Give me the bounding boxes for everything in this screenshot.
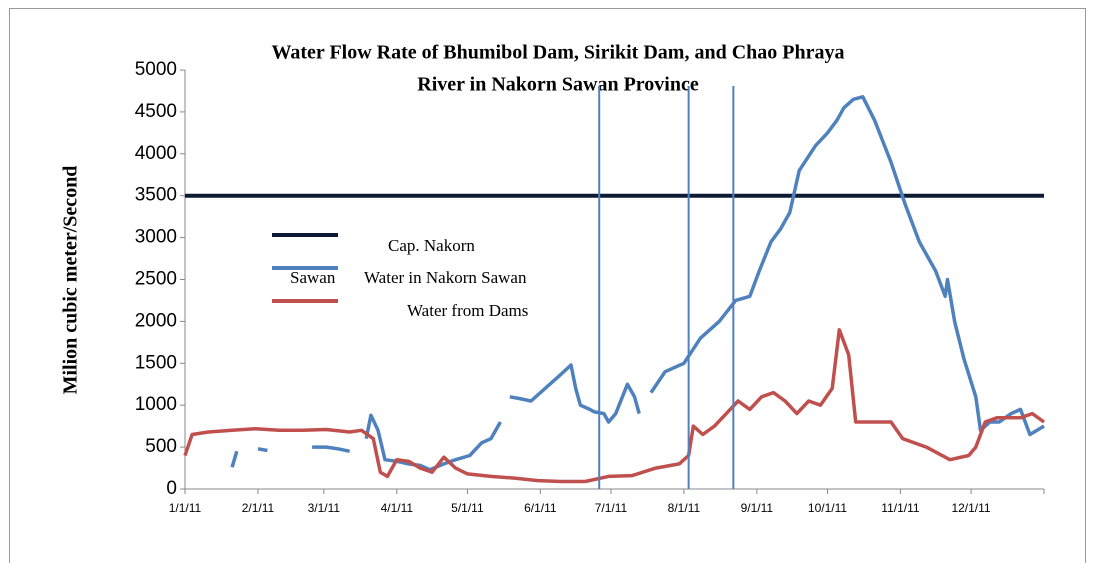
x-tick-label: 2/1/11: [242, 501, 275, 515]
x-tick-label: 8/1/11: [668, 501, 701, 515]
x-tick-label: 11/1/11: [881, 501, 920, 515]
y-tick-label: 2500: [135, 269, 177, 290]
series-line: [183, 328, 1046, 484]
series-line: [230, 95, 1045, 472]
legend-label: Water from Dams: [407, 301, 528, 320]
x-tick-label: 7/1/11: [595, 501, 628, 515]
x-tick-label: 5/1/11: [451, 501, 484, 515]
x-tick-label: 4/1/11: [381, 501, 414, 515]
legend-label: Water in Nakorn Sawan: [364, 268, 527, 287]
y-tick-label: 4000: [135, 143, 177, 164]
y-tick-label: 0: [166, 478, 177, 499]
x-tick-label: 12/1/11: [951, 501, 990, 515]
legend-label: Sawan: [290, 268, 336, 287]
y-tick-label: 4500: [135, 101, 177, 122]
y-tick-label: 1000: [135, 394, 177, 415]
y-tick-label: 500: [145, 436, 177, 457]
chart-title: River in Nakorn Sawan Province: [417, 74, 699, 96]
y-axis-label: Milion cubic meter/Second: [60, 166, 82, 395]
x-tick-label: 3/1/11: [308, 501, 341, 515]
y-tick-label: 1500: [135, 352, 177, 373]
chart-title: Water Flow Rate of Bhumibol Dam, Sirikit…: [272, 42, 845, 64]
legend-label: Cap. Nakorn: [388, 236, 475, 255]
y-tick-label: 3500: [135, 185, 177, 206]
x-tick-label: 9/1/11: [741, 501, 774, 515]
chart-frame: [9, 8, 1086, 563]
y-tick-label: 2000: [135, 310, 177, 331]
x-tick-label: 10/1/11: [808, 501, 847, 515]
y-tick-label: 3000: [135, 227, 177, 248]
y-tick-label: 5000: [135, 59, 177, 80]
x-tick-label: 6/1/11: [524, 501, 557, 515]
x-tick-label: 1/1/11: [169, 501, 202, 515]
